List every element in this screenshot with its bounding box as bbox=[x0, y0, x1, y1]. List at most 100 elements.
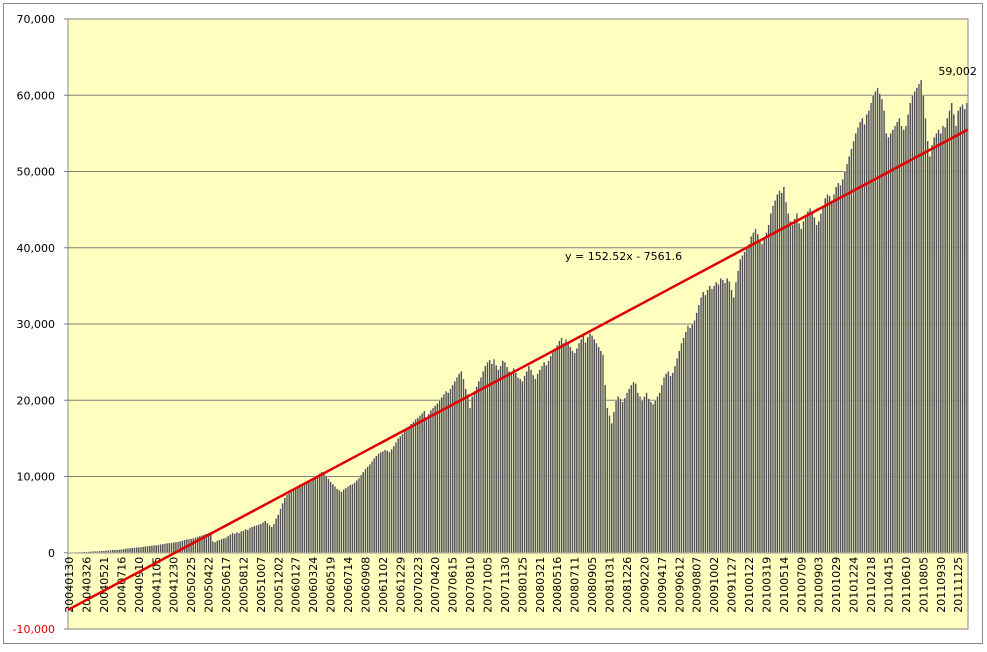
bar bbox=[676, 358, 678, 552]
bar bbox=[901, 126, 903, 553]
bar bbox=[711, 289, 713, 553]
bar bbox=[848, 156, 850, 553]
bar bbox=[532, 375, 534, 553]
bar bbox=[794, 219, 796, 553]
bar bbox=[356, 480, 358, 552]
bar bbox=[232, 533, 234, 553]
bar bbox=[216, 541, 218, 553]
bar bbox=[121, 549, 123, 552]
bar bbox=[611, 423, 613, 553]
bar bbox=[548, 361, 550, 553]
bar bbox=[500, 366, 502, 553]
bar bbox=[877, 88, 879, 553]
bar bbox=[262, 522, 264, 553]
bar bbox=[343, 489, 345, 552]
bar bbox=[515, 373, 517, 553]
bar bbox=[349, 485, 351, 553]
bar bbox=[803, 221, 805, 553]
bar bbox=[761, 244, 763, 553]
bar bbox=[402, 434, 404, 553]
bar bbox=[319, 473, 321, 552]
bar bbox=[663, 377, 665, 552]
bar bbox=[493, 359, 495, 553]
bar bbox=[583, 335, 585, 552]
bar bbox=[160, 544, 162, 552]
bar bbox=[729, 281, 731, 552]
bar bbox=[195, 538, 197, 553]
bar bbox=[314, 477, 316, 553]
bar bbox=[365, 469, 367, 553]
bar bbox=[513, 368, 515, 553]
bar bbox=[101, 551, 103, 553]
bar bbox=[855, 133, 857, 552]
bar bbox=[162, 544, 164, 553]
bar bbox=[439, 400, 441, 553]
bar bbox=[698, 305, 700, 553]
bar bbox=[345, 488, 347, 553]
x-tick-label: 20081031 bbox=[604, 557, 617, 613]
y-tick-label: 40,000 bbox=[17, 242, 56, 255]
bar bbox=[112, 550, 114, 553]
x-tick-label: 20040326 bbox=[81, 557, 94, 613]
bar bbox=[875, 91, 877, 552]
bar bbox=[726, 278, 728, 553]
bar bbox=[748, 244, 750, 553]
bar bbox=[269, 525, 271, 552]
bar bbox=[883, 111, 885, 553]
bar bbox=[630, 385, 632, 553]
bar bbox=[567, 344, 569, 553]
bar bbox=[491, 364, 493, 553]
bar bbox=[212, 541, 214, 552]
bar bbox=[158, 545, 160, 553]
bar bbox=[835, 187, 837, 553]
bar bbox=[134, 548, 136, 553]
bar bbox=[868, 111, 870, 553]
bar bbox=[395, 442, 397, 553]
bar bbox=[116, 550, 118, 553]
bar bbox=[484, 366, 486, 553]
bar bbox=[842, 179, 844, 553]
bar bbox=[482, 371, 484, 552]
bar bbox=[922, 95, 924, 553]
bar bbox=[408, 426, 410, 553]
bar bbox=[312, 478, 314, 553]
bar bbox=[609, 416, 611, 553]
bar bbox=[474, 391, 476, 553]
x-tick-label: 20050225 bbox=[185, 557, 198, 613]
bar bbox=[827, 194, 829, 552]
x-tick-label: 20090612 bbox=[673, 557, 686, 613]
bar bbox=[731, 290, 733, 553]
bar bbox=[426, 417, 428, 553]
y-tick-label: 30,000 bbox=[17, 318, 56, 331]
bar bbox=[585, 342, 587, 552]
bar bbox=[898, 118, 900, 553]
bar bbox=[140, 547, 142, 553]
bar bbox=[957, 111, 959, 553]
bar bbox=[744, 252, 746, 553]
bar bbox=[938, 130, 940, 553]
bar bbox=[417, 418, 419, 553]
bar bbox=[192, 538, 194, 552]
bar bbox=[572, 351, 574, 553]
bar bbox=[813, 217, 815, 553]
x-tick-label: 20061229 bbox=[394, 557, 407, 613]
bar bbox=[367, 467, 369, 553]
bar bbox=[879, 94, 881, 553]
bar bbox=[774, 200, 776, 552]
bar bbox=[715, 282, 717, 553]
bar bbox=[953, 114, 955, 552]
bar bbox=[683, 338, 685, 553]
bar bbox=[304, 484, 306, 553]
bar bbox=[338, 490, 340, 553]
bar bbox=[892, 130, 894, 553]
bar bbox=[933, 137, 935, 553]
bar bbox=[511, 374, 513, 553]
bar bbox=[384, 450, 386, 553]
bar bbox=[264, 521, 266, 553]
bar bbox=[820, 213, 822, 552]
bar bbox=[347, 486, 349, 552]
x-tick-label: 20090807 bbox=[691, 557, 704, 613]
bar bbox=[705, 295, 707, 553]
bar bbox=[580, 339, 582, 553]
bar bbox=[330, 482, 332, 553]
